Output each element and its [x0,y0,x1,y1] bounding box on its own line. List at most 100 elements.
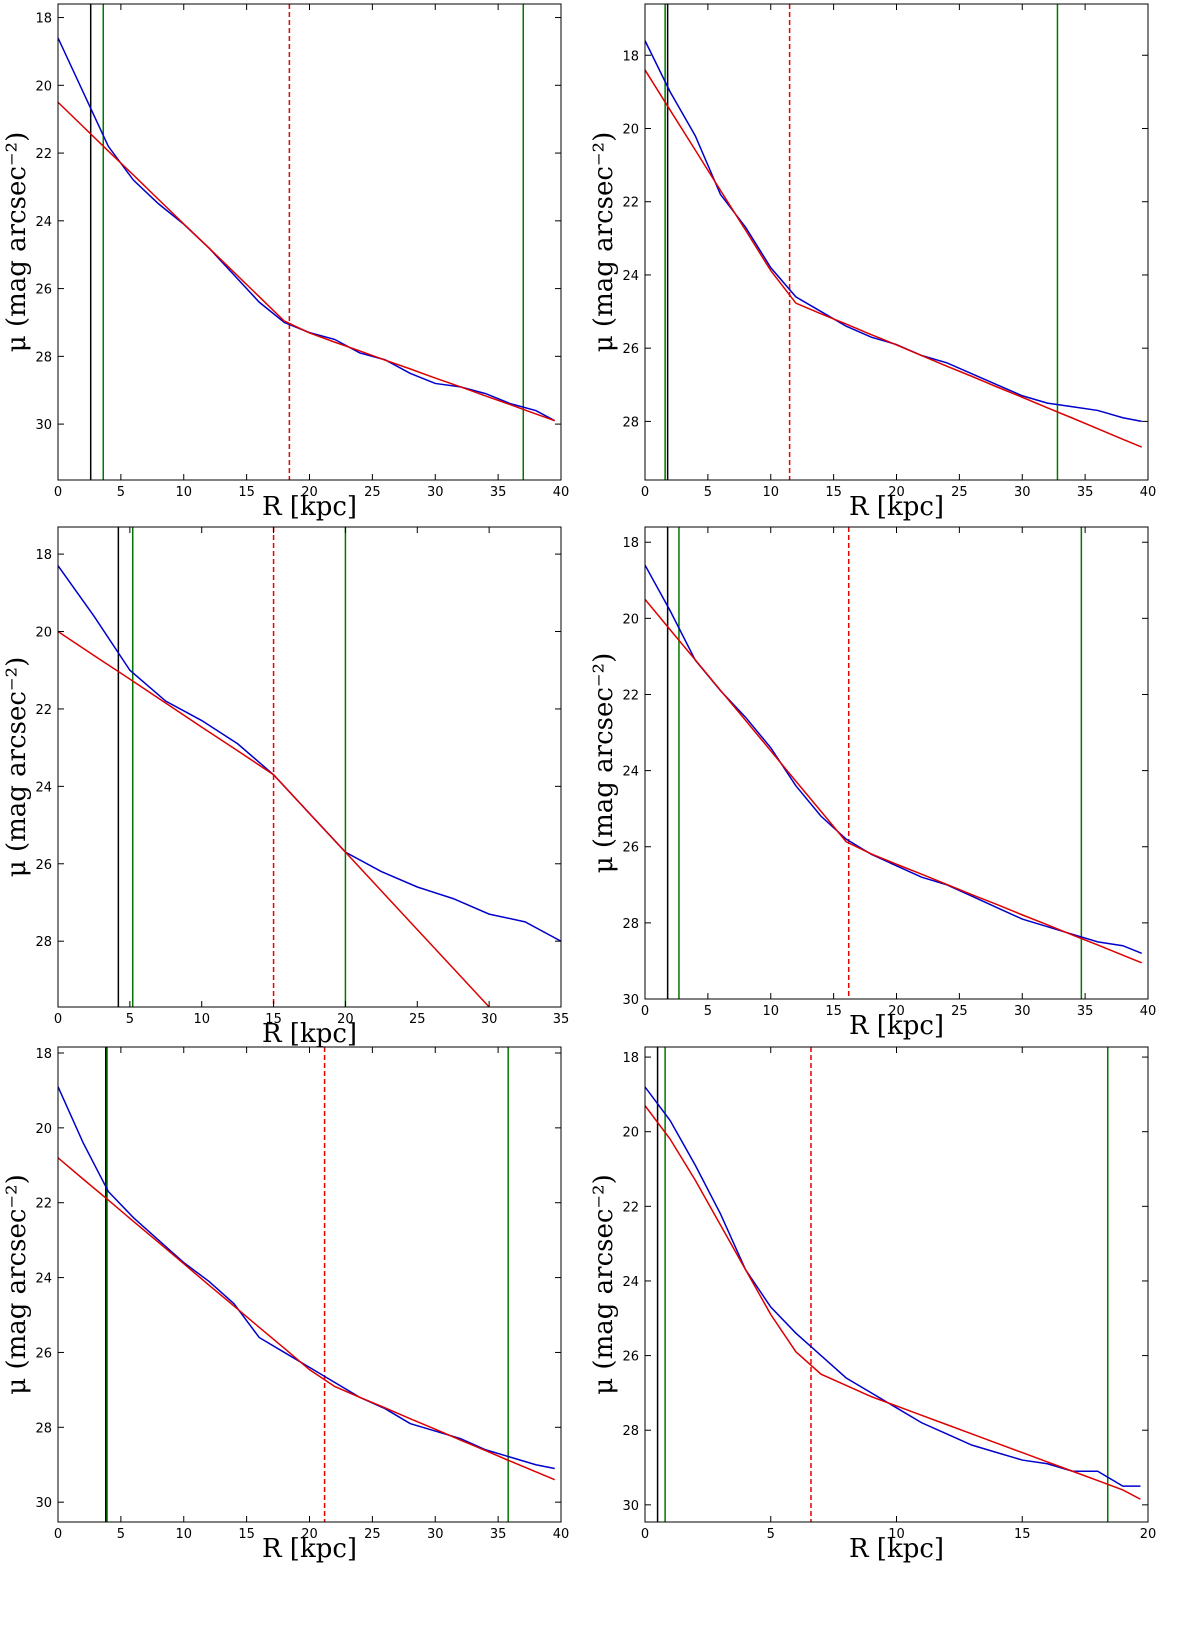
plot-area [645,527,1142,999]
x-tick-label: 0 [54,485,62,500]
profile-line [645,1105,1141,1500]
x-tick-label: 10 [762,485,779,500]
y-tick-label: 28 [35,1421,52,1436]
y-tick-label: 22 [622,1200,639,1215]
x-tick-label: 35 [490,485,507,500]
y-tick-label: 22 [622,196,639,211]
y-tick-label: 28 [35,935,52,950]
y-tick-label: 22 [622,688,639,703]
x-tick-label: 5 [126,1012,134,1027]
y-tick-label: 18 [35,548,52,563]
y-tick-label: 24 [622,269,639,284]
axes-frame [57,3,562,481]
x-tick-label: 15 [1014,1527,1031,1542]
x-tick-label: 35 [553,1012,570,1027]
x-tick-label: 5 [704,485,712,500]
y-tick-label: 20 [35,1122,52,1137]
x-tick-label: 35 [490,1527,507,1542]
y-tick-label: 30 [622,1499,639,1514]
x-tick-label: 25 [364,485,381,500]
x-tick-label: 25 [951,1004,968,1019]
x-axis-label: R [kpc] [262,492,357,522]
axes-frame [644,526,1149,1000]
y-axis-label: μ (mag arcsec⁻²) [2,1174,32,1394]
y-tick-label: 18 [622,1051,639,1066]
y-tick-label: 24 [35,215,52,230]
profile-line [58,1157,555,1481]
x-tick-label: 5 [117,1527,125,1542]
x-tick-label: 30 [427,1527,444,1542]
y-tick-label: 26 [622,1350,639,1365]
profile-line [645,69,1142,448]
x-tick-label: 0 [641,1004,649,1019]
x-tick-label: 15 [265,1012,282,1027]
plot-area [58,4,556,480]
axes-frame [57,526,562,1008]
x-axis-label: R [kpc] [262,1534,357,1564]
y-tick-label: 28 [622,1424,639,1439]
profile-line [645,598,1142,964]
panel: 0 5 10 15 20 25 30 35 40 18 20 22 24 26 28 30 R [kpc] μ (… [589,526,1156,1041]
x-tick-label: 5 [117,485,125,500]
profile-line [58,37,556,422]
x-tick-label: 40 [553,1527,570,1542]
y-tick-label: 26 [35,283,52,298]
y-tick-label: 18 [35,1047,52,1062]
y-axis-label: μ (mag arcsec⁻²) [2,132,32,352]
x-tick-label: 25 [951,485,968,500]
y-tick-label: 28 [622,917,639,932]
panel: 0 5 10 15 20 18 20 22 24 26 28 30 R [kpc] μ (mag arcs… [589,1046,1157,1564]
y-tick-label: 20 [622,1126,639,1141]
plot-area [58,1047,555,1522]
axes-frame [644,1046,1149,1523]
y-tick-label: 18 [35,12,52,27]
x-axis-label: R [kpc] [849,1011,944,1041]
profile-line [58,630,490,1007]
x-axis-label: R [kpc] [849,492,944,522]
y-tick-label: 20 [622,122,639,137]
panel: 0 5 10 15 20 25 30 35 18 20 22 24 26 28 R [kpc] μ (mag … [2,526,570,1049]
y-tick-label: 20 [35,79,52,94]
axes-frame [644,3,1149,481]
profile-line [58,101,555,422]
y-tick-label: 24 [622,765,639,780]
x-tick-label: 15 [825,1004,842,1019]
panel: 0 5 10 15 20 25 30 35 40 18 20 22 24 26 28 R [kpc] μ (ma… [589,3,1157,522]
x-tick-label: 0 [54,1527,62,1542]
y-tick-label: 22 [35,703,52,718]
x-tick-label: 25 [409,1012,426,1027]
plot-area [645,4,1142,480]
x-tick-label: 10 [762,1004,779,1019]
x-tick-label: 40 [1140,485,1157,500]
x-tick-label: 15 [238,485,255,500]
x-tick-label: 20 [301,1527,318,1542]
y-tick-label: 18 [622,536,639,551]
y-tick-label: 30 [622,993,639,1008]
profile-line [645,564,1142,955]
x-tick-label: 20 [1140,1527,1157,1542]
x-tick-label: 15 [825,485,842,500]
y-tick-label: 22 [35,1197,52,1212]
y-axis-label: μ (mag arcsec⁻²) [2,657,32,877]
x-tick-label: 10 [175,485,192,500]
x-tick-label: 25 [364,1527,381,1542]
y-tick-label: 26 [622,841,639,856]
x-tick-label: 0 [641,485,649,500]
x-tick-label: 40 [553,485,570,500]
x-tick-label: 0 [641,1527,649,1542]
x-tick-label: 20 [301,485,318,500]
x-tick-label: 20 [337,1012,354,1027]
x-axis-label: R [kpc] [849,1534,944,1564]
x-tick-label: 5 [704,1004,712,1019]
y-tick-label: 26 [35,858,52,873]
x-tick-label: 5 [767,1527,775,1542]
x-tick-label: 10 [193,1012,210,1027]
x-tick-label: 30 [427,485,444,500]
y-tick-label: 28 [622,415,639,430]
y-tick-label: 20 [622,612,639,627]
y-tick-label: 28 [35,350,52,365]
profile-line [58,1086,555,1470]
y-axis-label: μ (mag arcsec⁻²) [589,1174,619,1394]
